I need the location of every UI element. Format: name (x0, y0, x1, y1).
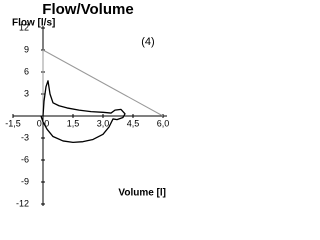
y-tick-label: -9 (21, 176, 29, 186)
y-tick-label: 9 (24, 44, 29, 54)
y-axis-label: Flow [l/s] (12, 18, 55, 29)
y-tick-label: 6 (24, 66, 29, 76)
chart-title: Flow/Volume (42, 1, 133, 18)
x-tick-label: 3,0 (97, 118, 110, 128)
x-axis-label: Volume [l] (118, 188, 166, 199)
chart: Flow/Volume Flow [l/s] (4) Volume [l] -1… (5, 1, 170, 208)
x-tick-label: 0,0 (37, 118, 50, 128)
y-tick-label: 3 (24, 88, 29, 98)
annotation: (4) (141, 36, 154, 48)
x-tick-label: -1,5 (5, 118, 21, 128)
y-tick-label: 12 (19, 22, 29, 32)
x-tick-label: 4,5 (127, 118, 140, 128)
y-tick-label: -3 (21, 132, 29, 142)
data-line (42, 49, 164, 117)
x-tick-label: 1,5 (67, 118, 80, 128)
y-tick-label: -6 (21, 154, 29, 164)
x-tick-label: 6,0 (157, 118, 170, 128)
data-line (40, 80, 126, 144)
y-tick-label: -12 (16, 198, 29, 208)
